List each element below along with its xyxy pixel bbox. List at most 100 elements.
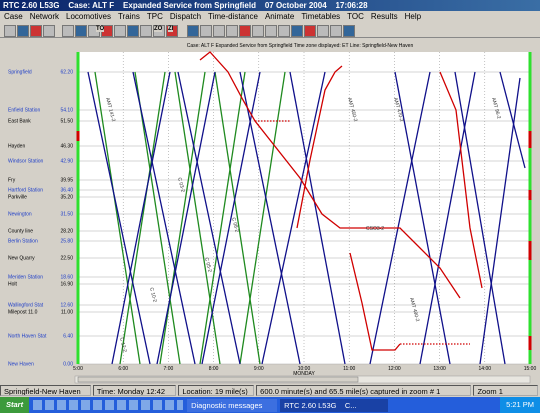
station-name: Springfield <box>8 69 32 75</box>
task-button[interactable]: RTC 2.60 L53G C... <box>280 399 388 412</box>
station-mile: 22.50 <box>60 255 73 261</box>
station-mile: 35.20 <box>60 194 73 200</box>
status-field: Zoom 1 <box>473 385 538 396</box>
tool-button[interactable] <box>304 25 316 37</box>
tool-button[interactable] <box>30 25 42 37</box>
station-name: Windsor Station <box>8 158 44 164</box>
menu-item[interactable]: Time-distance <box>208 11 258 22</box>
tool-button[interactable] <box>291 25 303 37</box>
graph-info: Case: ALT F Expanded Service from Spring… <box>187 43 414 49</box>
station-mile: 12.60 <box>60 302 73 308</box>
tool-button[interactable] <box>200 25 212 37</box>
station-name: East Bank <box>8 118 31 124</box>
clock: 5:21 PM <box>500 397 540 413</box>
time-label: 12:00 <box>388 366 401 372</box>
menu-item[interactable]: Animate <box>265 11 294 22</box>
station-name: Parkville <box>8 194 27 200</box>
menu-item[interactable]: Dispatch <box>170 11 201 22</box>
tool-button[interactable] <box>62 25 74 37</box>
station-name: North Haven Stat <box>8 333 47 339</box>
tool-label[interactable]: TO <box>96 26 104 32</box>
tool-button[interactable] <box>187 25 199 37</box>
toolbar: TO ZO ZI <box>0 22 540 38</box>
quick-launch[interactable] <box>33 400 183 410</box>
menu-item[interactable]: Results <box>371 11 398 22</box>
tool-button[interactable] <box>278 25 290 37</box>
train-label[interactable]: CSO3-2 <box>366 226 384 232</box>
station-mile: 25.80 <box>60 238 73 244</box>
start-button[interactable]: Start <box>0 397 29 413</box>
status-field: Time: Monday 12:42 <box>93 385 176 396</box>
station-mile: 42.90 <box>60 158 73 164</box>
station-name: New Quarry <box>8 255 35 261</box>
tool-button[interactable] <box>4 25 16 37</box>
status-field: Location: 19 mile(s) <box>178 385 254 396</box>
tool-button[interactable] <box>265 25 277 37</box>
tool-button[interactable] <box>114 25 126 37</box>
station-name: Meriden Station <box>8 274 43 280</box>
tool-button[interactable] <box>127 25 139 37</box>
menu-item[interactable]: Case <box>4 11 23 22</box>
menu-item[interactable]: Timetables <box>301 11 340 22</box>
tool-button[interactable] <box>252 25 264 37</box>
station-name: Fry <box>8 177 16 183</box>
station-mile: 28.20 <box>60 228 73 234</box>
menu-item[interactable]: TPC <box>147 11 163 22</box>
station-mile: 16.90 <box>60 281 73 287</box>
station-name: Milepost 11.0 <box>8 309 38 315</box>
station-name: Berlin Station <box>8 238 38 244</box>
menu-item[interactable]: Trains <box>118 11 140 22</box>
station-mile: 36.40 <box>60 187 73 193</box>
menu-item[interactable]: Locomotives <box>66 11 111 22</box>
time-label: 11:00 <box>343 366 355 372</box>
time-label: 13:00 <box>433 366 446 372</box>
station-name: Newington <box>8 211 32 217</box>
tool-button[interactable] <box>75 25 87 37</box>
status-field: Springfield-New Haven <box>0 385 91 396</box>
menu-bar: Case Network Locomotives Trains TPC Dispatch T… <box>0 11 540 22</box>
tool-button[interactable] <box>213 25 225 37</box>
tool-button[interactable] <box>343 25 355 37</box>
station-mile: 62.20 <box>60 69 73 75</box>
station-mile: 31.50 <box>60 211 73 217</box>
station-mile: 6.40 <box>63 333 73 339</box>
station-mile: 0.00 <box>63 361 73 367</box>
time-label: 14:00 <box>479 366 492 372</box>
status-field: 600.0 minute(s) and 65.5 mile(s) capture… <box>256 385 471 396</box>
menu-item[interactable]: TOC <box>347 11 364 22</box>
station-name: County line <box>8 228 33 234</box>
station-mile: 54.10 <box>60 107 73 113</box>
tool-button[interactable] <box>226 25 238 37</box>
time-label: 7:00 <box>164 366 174 372</box>
station-name: Wallingford Stat <box>8 302 44 308</box>
tool-label[interactable]: ZO <box>154 26 162 32</box>
tool-button[interactable] <box>17 25 29 37</box>
station-mile: 11.00 <box>61 309 73 315</box>
menu-item[interactable]: Help <box>405 11 421 22</box>
station-mile: 18.60 <box>60 274 73 280</box>
tool-button[interactable] <box>330 25 342 37</box>
scroll-thumb[interactable] <box>78 377 358 382</box>
title-bar: RTC 2.60 L53G Case: ALT F Expanded Servi… <box>0 0 540 11</box>
time-label: 8:00 <box>209 366 219 372</box>
station-mile: 39.95 <box>60 177 73 183</box>
station-name: Hayden <box>8 143 25 149</box>
tool-button[interactable] <box>317 25 329 37</box>
time-label: 15:00 <box>524 366 537 372</box>
tool-button[interactable] <box>140 25 152 37</box>
train-graph: Case: ALT F Expanded Service from Spring… <box>0 38 540 385</box>
station-name: Enfield Station <box>8 107 40 113</box>
menu-item[interactable]: Network <box>30 11 59 22</box>
station-name: Hartford Station <box>8 187 43 193</box>
station-mile: 46.30 <box>60 143 73 149</box>
time-label: 9:00 <box>254 366 264 372</box>
time-label: 5:00 <box>73 366 83 372</box>
time-label: 6:00 <box>118 366 128 372</box>
tool-button[interactable] <box>43 25 55 37</box>
tool-label[interactable]: ZI <box>168 26 173 32</box>
station-name: New Haven <box>8 361 34 367</box>
tool-button[interactable] <box>239 25 251 37</box>
task-button[interactable]: Diagnostic messages <box>187 399 277 412</box>
